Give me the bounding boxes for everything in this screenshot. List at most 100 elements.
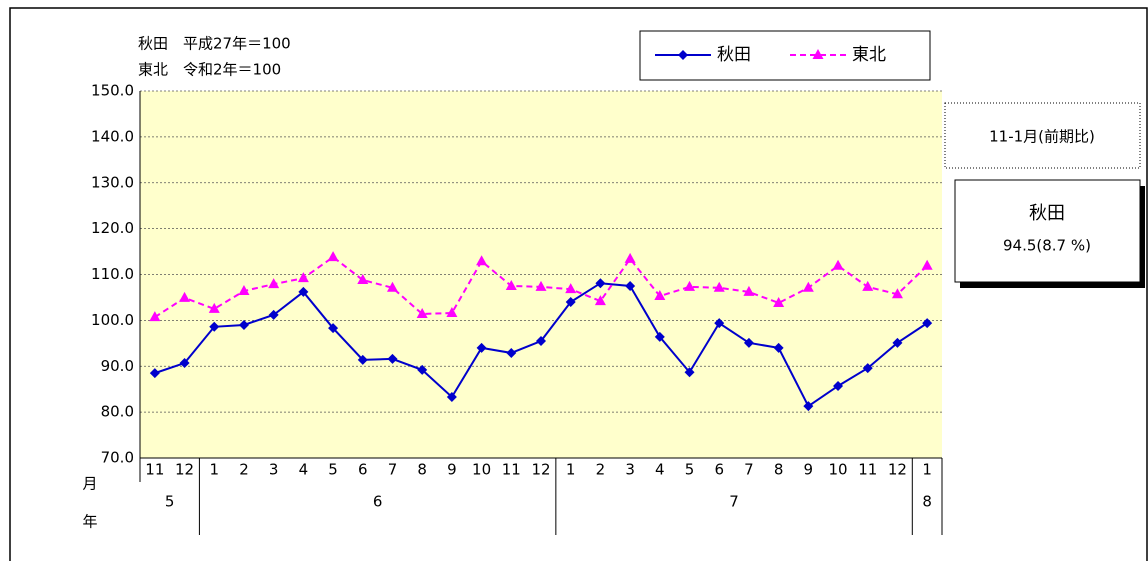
- marker: [625, 280, 636, 291]
- x-tick-label: 7: [744, 461, 754, 479]
- marker: [209, 321, 220, 332]
- period: 11-1月(前期比): [989, 128, 1095, 146]
- marker: [328, 323, 339, 334]
- marker: [832, 259, 844, 270]
- x-tick-label: 3: [625, 461, 635, 479]
- x-tick-label: 12: [888, 461, 907, 479]
- marker: [684, 280, 696, 291]
- region: 秋田: [1029, 203, 1065, 224]
- year-axis-label: 年: [82, 513, 97, 531]
- y-tick-label: 100.0: [91, 311, 134, 329]
- marker: [565, 283, 577, 294]
- note: 東北 令和2年＝100: [138, 61, 281, 79]
- marker: [238, 319, 249, 330]
- marker: [812, 49, 824, 59]
- period-box: [944, 102, 1141, 169]
- marker: [773, 342, 784, 353]
- x-tick-label: 1: [922, 461, 932, 479]
- marker: [535, 280, 547, 291]
- marker: [743, 285, 755, 296]
- x-tick-label: 11: [502, 461, 521, 479]
- x-tick-label: 8: [774, 461, 784, 479]
- x-tick-label: 5: [328, 461, 338, 479]
- year-label: 5: [165, 493, 175, 511]
- marker: [565, 297, 576, 308]
- marker: [327, 251, 339, 262]
- marker: [921, 259, 933, 270]
- frame: [9, 7, 1148, 565]
- x-tick-label: 6: [714, 461, 724, 479]
- marker: [238, 285, 250, 296]
- marker: [268, 309, 279, 320]
- marker: [892, 337, 903, 348]
- marker: [446, 307, 458, 318]
- marker: [922, 318, 933, 329]
- marker: [476, 342, 487, 353]
- marker: [743, 337, 754, 348]
- y-tick-label: 90.0: [101, 357, 134, 375]
- x-tick-label: 10: [472, 461, 491, 479]
- x-tick-label: 3: [269, 461, 279, 479]
- x-tick-label: 1: [209, 461, 219, 479]
- marker: [298, 286, 309, 297]
- marker: [624, 252, 636, 263]
- marker: [476, 255, 488, 266]
- marker: [862, 280, 874, 291]
- marker: [654, 331, 665, 342]
- marker: [416, 307, 428, 318]
- x-axis-label: 月: [82, 475, 97, 493]
- marker: [387, 353, 398, 364]
- marker: [505, 279, 517, 290]
- y-tick-label: 150.0: [91, 82, 134, 100]
- marker: [208, 302, 220, 313]
- marker: [386, 281, 398, 292]
- marker: [179, 291, 191, 302]
- marker: [654, 290, 666, 301]
- marker: [891, 288, 903, 299]
- marker: [297, 272, 309, 283]
- marker: [802, 281, 814, 292]
- marker: [594, 295, 606, 306]
- marker: [417, 364, 428, 375]
- x-tick-label: 5: [685, 461, 695, 479]
- figure: 94.5(8.7 %): [1003, 237, 1091, 255]
- x-tick-label: 11: [145, 461, 164, 479]
- y-tick-label: 70.0: [101, 449, 134, 467]
- marker: [678, 50, 688, 60]
- x-tick-label: 6: [358, 461, 368, 479]
- x-tick-label: 9: [804, 461, 814, 479]
- marker: [803, 401, 814, 412]
- x-tick-label: 8: [417, 461, 427, 479]
- legend-label: 秋田: [717, 45, 751, 65]
- y-tick-label: 140.0: [91, 127, 134, 145]
- y-tick-label: 130.0: [91, 173, 134, 191]
- marker: [357, 354, 368, 365]
- x-tick-label: 1: [566, 461, 576, 479]
- x-tick-label: 12: [531, 461, 550, 479]
- marker: [773, 296, 785, 307]
- x-tick-label: 2: [596, 461, 606, 479]
- marker: [268, 278, 280, 289]
- year-label: 8: [922, 493, 932, 511]
- legend-label: 東北: [852, 45, 886, 65]
- marker: [536, 336, 546, 347]
- marker: [862, 363, 873, 374]
- marker: [446, 391, 457, 402]
- x-tick-label: 9: [447, 461, 457, 479]
- x-tick-label: 12: [175, 461, 194, 479]
- x-tick-label: 7: [388, 461, 398, 479]
- x-tick-label: 10: [828, 461, 847, 479]
- year-label: 6: [373, 493, 383, 511]
- marker: [595, 278, 606, 289]
- marker: [179, 358, 190, 369]
- marker: [714, 318, 725, 329]
- x-tick-label: 4: [655, 461, 665, 479]
- y-tick-label: 110.0: [91, 265, 134, 283]
- marker: [149, 311, 161, 322]
- marker: [357, 274, 369, 285]
- x-tick-label: 2: [239, 461, 249, 479]
- marker: [833, 380, 844, 391]
- y-tick-label: 120.0: [91, 219, 134, 237]
- y-tick-label: 80.0: [101, 403, 134, 421]
